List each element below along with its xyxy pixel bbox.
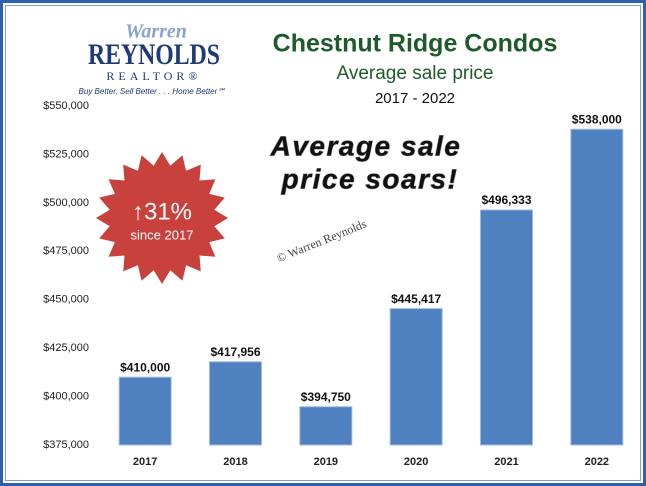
y-tick-label: $500,000	[43, 197, 89, 209]
bar	[209, 361, 262, 446]
x-tick-label: 2020	[404, 456, 428, 468]
y-tick-label: $425,000	[43, 342, 89, 354]
x-tick-label: 2019	[314, 456, 338, 468]
badge-note: since 2017	[131, 227, 194, 242]
chart-period: 2017 - 2022	[375, 90, 455, 107]
bar	[389, 308, 443, 446]
chart-title: Chestnut Ridge Condos	[273, 30, 558, 58]
bar	[118, 376, 172, 446]
logo: Warren REYNOLDS REALTOR® Buy Better, Sel…	[79, 21, 226, 97]
logo-role: REALTOR®	[106, 69, 201, 83]
y-tick-label: $450,000	[43, 294, 89, 306]
logo-brand: REYNOLDS	[88, 38, 220, 71]
y-tick-label: $400,000	[43, 390, 89, 402]
x-tick-label: 2017	[133, 456, 157, 468]
x-tick-label: 2021	[494, 456, 518, 468]
frame-inner	[5, 5, 641, 481]
bar	[299, 406, 353, 446]
logo-name: Warren	[125, 21, 187, 43]
chart-subtitle: Average sale price	[336, 63, 493, 84]
watermark: © Warren Reynolds	[275, 216, 369, 265]
headline: Average sale	[270, 130, 462, 161]
value-label: $445,417	[391, 292, 441, 306]
badge: ↑31% since 2017	[96, 152, 228, 284]
starburst	[96, 152, 228, 284]
y-tick-label: $525,000	[43, 148, 89, 160]
logo-tagline: Buy Better, Sell Better . . . Home Bette…	[79, 87, 226, 96]
y-tick-label: $475,000	[43, 245, 89, 257]
bar	[480, 209, 533, 446]
headline: price soars!	[281, 163, 459, 194]
bar	[570, 128, 624, 446]
badge-change: ↑31%	[132, 198, 192, 225]
value-label: $417,956	[210, 345, 260, 359]
value-label: $394,750	[301, 390, 351, 404]
y-tick-label: $375,000	[43, 439, 89, 451]
y-tick-label: $550,000	[43, 100, 89, 112]
x-tick-label: 2018	[223, 456, 247, 468]
value-label: $538,000	[572, 112, 622, 126]
value-label: $410,000	[120, 360, 170, 374]
x-tick-label: 2022	[585, 456, 609, 468]
value-label: $496,333	[481, 193, 531, 207]
